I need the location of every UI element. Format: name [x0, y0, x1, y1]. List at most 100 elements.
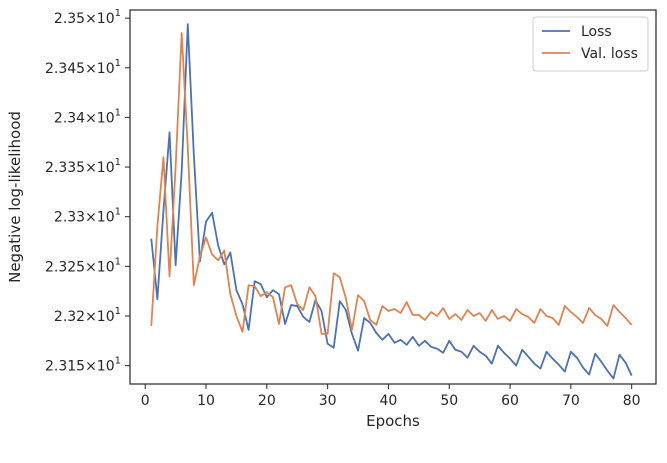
- data-point: [357, 350, 359, 352]
- data-point: [400, 312, 402, 314]
- data-point: [339, 276, 341, 278]
- data-point: [394, 342, 396, 344]
- data-point: [351, 333, 353, 335]
- data-point: [260, 283, 262, 285]
- data-point: [375, 332, 377, 334]
- data-point: [388, 333, 390, 335]
- data-point: [229, 252, 231, 254]
- axes-frame: [129, 9, 657, 385]
- data-point: [570, 311, 572, 313]
- data-point: [315, 295, 317, 297]
- data-point: [388, 310, 390, 312]
- data-point: [248, 284, 250, 286]
- data-point: [521, 313, 523, 315]
- data-point: [479, 351, 481, 353]
- data-point: [588, 374, 590, 376]
- data-point: [236, 289, 238, 291]
- data-point: [308, 321, 310, 323]
- data-point: [558, 364, 560, 366]
- data-point: [594, 353, 596, 355]
- data-point: [345, 297, 347, 299]
- data-point: [175, 166, 177, 168]
- data-point: [217, 259, 219, 261]
- data-point: [582, 322, 584, 324]
- y-tick-label: 2.33×101: [54, 207, 121, 226]
- data-point: [564, 305, 566, 307]
- data-point: [521, 349, 523, 351]
- data-point: [321, 333, 323, 335]
- data-point: [424, 319, 426, 321]
- data-point: [467, 357, 469, 359]
- data-point: [254, 280, 256, 282]
- data-point: [193, 154, 195, 156]
- data-point: [369, 319, 371, 321]
- data-point: [613, 378, 615, 380]
- data-point: [515, 365, 517, 367]
- data-point: [248, 329, 250, 331]
- data-point: [473, 315, 475, 317]
- series-line-loss: [150, 23, 633, 380]
- data-point: [430, 346, 432, 348]
- data-point: [424, 340, 426, 342]
- data-point: [181, 32, 183, 34]
- data-point: [163, 156, 165, 158]
- data-point: [619, 311, 621, 313]
- legend: Loss Val. loss: [532, 16, 649, 72]
- data-point: [369, 322, 371, 324]
- data-point: [606, 325, 608, 327]
- data-point: [600, 361, 602, 363]
- data-point: [491, 363, 493, 365]
- data-point: [412, 336, 414, 338]
- x-tick-label: 70: [562, 393, 580, 409]
- data-point: [418, 345, 420, 347]
- data-point: [436, 348, 438, 350]
- data-point: [552, 358, 554, 360]
- data-point: [436, 315, 438, 317]
- series-layer: [150, 23, 633, 380]
- data-point: [619, 354, 621, 356]
- data-point: [302, 316, 304, 318]
- data-point: [284, 286, 286, 288]
- x-tick-label: 60: [501, 393, 519, 409]
- data-point: [169, 131, 171, 133]
- data-point: [576, 357, 578, 359]
- data-point: [625, 362, 627, 364]
- data-point: [582, 367, 584, 369]
- data-point: [327, 343, 329, 345]
- data-point: [631, 324, 633, 326]
- x-tick-label: 10: [197, 393, 215, 409]
- data-point: [558, 324, 560, 326]
- data-point: [406, 344, 408, 346]
- data-point: [509, 358, 511, 360]
- data-point: [479, 312, 481, 314]
- y-axis-label: Negative log-likelihood: [6, 111, 24, 283]
- data-point: [552, 317, 554, 319]
- data-point: [211, 212, 213, 214]
- data-point: [150, 325, 152, 327]
- data-point: [412, 314, 414, 316]
- data-point: [181, 170, 183, 172]
- data-point: [594, 314, 596, 316]
- legend-label-loss: Loss: [581, 24, 612, 40]
- data-point: [236, 315, 238, 317]
- data-point: [430, 311, 432, 313]
- data-point: [540, 368, 542, 370]
- data-point: [333, 272, 335, 274]
- data-point: [546, 351, 548, 353]
- data-point: [625, 317, 627, 319]
- data-point: [242, 331, 244, 333]
- data-point: [442, 352, 444, 354]
- y-tick-label: 2.325×101: [45, 256, 121, 275]
- x-tick-label: 0: [141, 393, 150, 409]
- data-point: [284, 323, 286, 325]
- plot-area: [129, 9, 657, 385]
- data-point: [345, 309, 347, 311]
- data-point: [497, 345, 499, 347]
- data-point: [156, 298, 158, 300]
- x-tick-label: 50: [440, 393, 458, 409]
- data-point: [461, 319, 463, 321]
- data-point: [242, 303, 244, 305]
- data-point: [363, 317, 365, 319]
- data-point: [375, 324, 377, 326]
- data-point: [290, 304, 292, 306]
